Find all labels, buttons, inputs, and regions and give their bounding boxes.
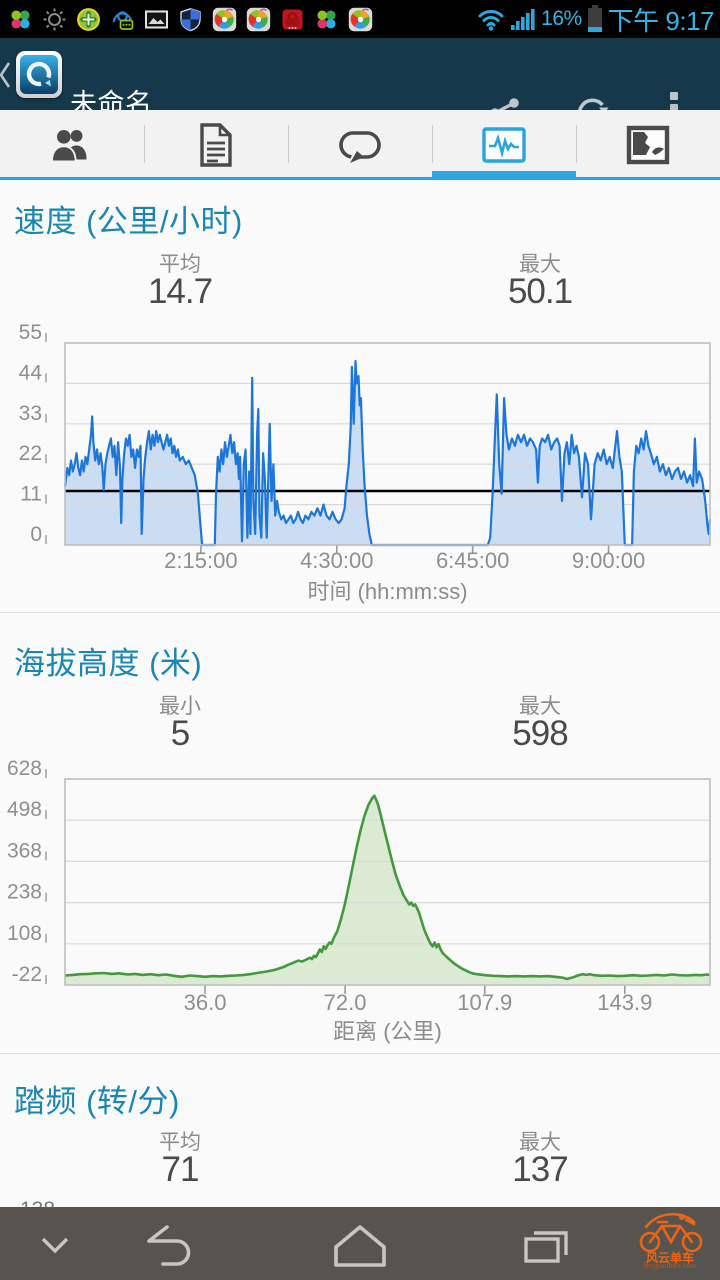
cadence-section-title: 踏频 (转/分) [14,1084,180,1119]
app-bar: 未命名 骑车 [0,38,720,142]
speed-max-value: 50.1 [507,272,573,311]
app-logo[interactable] [16,51,62,98]
selected-tab-indicator [432,171,576,180]
svg-text:44: 44 [19,361,43,384]
brightness-icon [42,7,67,32]
cadence-avg-label: 平均 [159,1131,201,1154]
elevation-max-label: 最大 [519,695,561,718]
recents-icon [514,1221,578,1269]
svg-text:0: 0 [30,523,42,546]
wifi-icon [477,6,505,32]
signal-icon [510,6,536,32]
status-bar: 16% 下午 9:17 [0,0,720,38]
cadence-avg-value: 71 [161,1150,200,1189]
svg-text:238: 238 [7,881,42,904]
cadence-max-label: 最大 [519,1131,561,1154]
svg-text:498: 498 [7,798,42,821]
cadence-max-value: 137 [512,1150,568,1189]
speed-section-title: 速度 (公里/小时) [14,204,243,239]
battery-percent: 16% [541,7,582,30]
tab-divider [144,125,145,163]
pinwheel-icon [348,7,373,32]
home-icon [325,1220,395,1270]
speed-avg-label: 平均 [159,253,201,276]
map-icon [626,125,670,165]
speed-avg-value: 14.7 [147,272,213,311]
tab-details[interactable] [144,110,288,180]
svg-text:-22: -22 [12,963,42,986]
tab-laps[interactable] [288,110,432,180]
back-button[interactable] [133,1219,207,1271]
watermark-url: fengyunbike.com [643,1263,697,1270]
tab-divider [432,125,433,163]
status-time: 下午 9:17 [607,5,715,36]
clover-icon [8,7,33,32]
cadence-clipped-axis-label: 138 [20,1199,55,1207]
svg-text:4:30:00: 4:30:00 [300,548,373,573]
tab-underline [0,177,720,180]
section-divider [0,612,720,613]
svg-text:11: 11 [20,483,42,506]
navigation-bar: 风云单车 fengyunbike.com [0,1207,720,1280]
section-divider [0,1053,720,1054]
speed-max-label: 最大 [519,253,561,276]
svg-text:33: 33 [19,402,42,425]
shop-bag-icon [280,7,305,32]
svg-text:55: 55 [19,321,42,344]
svg-text:107.9: 107.9 [457,990,512,1015]
pinwheel-icon [212,7,237,32]
headset-chat-icon [110,7,135,32]
safety-ball-icon [76,7,101,32]
svg-text:72.0: 72.0 [324,990,367,1015]
gallery-icon [144,7,169,32]
clover-icon [314,7,339,32]
home-button[interactable] [322,1219,398,1271]
shield-icon [178,7,203,32]
people-icon [50,125,94,165]
svg-text:6:45:00: 6:45:00 [436,548,509,573]
tab-charts[interactable] [432,110,576,180]
tab-divider [576,125,577,163]
elevation-section-title: 海拔高度 (米) [14,646,203,681]
elevation-min-label: 最小 [159,695,201,718]
speed-x-axis-title: 时间 (hh:mm:ss) [307,579,468,604]
svg-text:368: 368 [7,839,42,862]
svg-text:22: 22 [19,442,42,465]
svg-text:36.0: 36.0 [184,990,227,1015]
notification-icons [0,7,373,32]
chart-pulse-icon [481,126,527,164]
svg-text:628: 628 [7,757,42,780]
back-chevron-icon[interactable] [0,60,12,90]
pinwheel-icon [246,7,271,32]
bike-logo-icon [624,1211,716,1253]
tab-bar [0,110,720,180]
back-arrow-icon [137,1221,203,1269]
svg-text:108: 108 [7,922,42,945]
battery-icon [587,5,603,33]
elevation-min-value: 5 [170,714,190,753]
svg-text:143.9: 143.9 [597,990,652,1015]
elevation-max-value: 598 [512,714,568,753]
elevation-chart[interactable]: -22 108 238 368 498 628 36.0 72.0 107.9 143.9 [0,755,720,1020]
elevation-x-axis-title: 距离 (公里) [333,1019,442,1044]
tab-map[interactable] [576,110,720,180]
watermark: 风云单车 fengyunbike.com [624,1211,716,1277]
recents-button[interactable] [508,1219,584,1271]
loop-icon [336,125,384,165]
watermark-name: 风云单车 [645,1251,694,1265]
speed-chart[interactable]: 0 11 22 33 44 55 2:15:00 4:30:00 6:45:00 9:00:00 [0,315,720,580]
chevron-down-icon [35,1233,75,1257]
svg-text:9:00:00: 9:00:00 [572,548,645,573]
svg-text:2:15:00: 2:15:00 [164,548,237,573]
tab-divider [288,125,289,163]
tab-connections[interactable] [0,110,144,180]
document-icon [196,123,236,167]
hide-bar-button[interactable] [22,1225,88,1265]
